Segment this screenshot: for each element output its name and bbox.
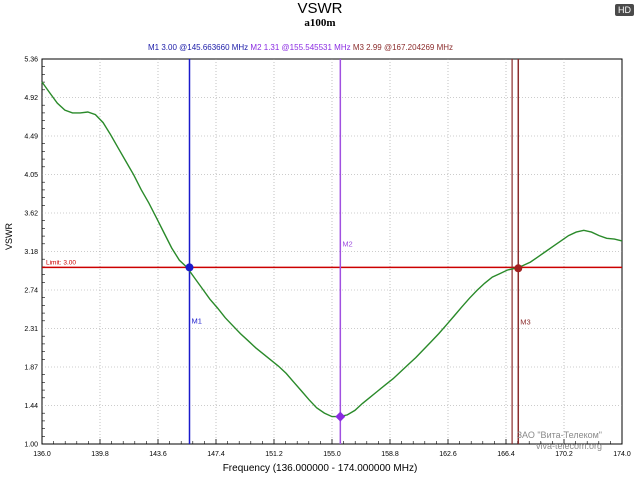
y-tick-label: 5.36 — [24, 57, 38, 64]
watermark: ЗАО "Вита-Телеком" viva-telecom.org — [508, 430, 602, 452]
x-tick-label: 143.6 — [149, 451, 167, 458]
x-axis-label: Frequency (136.000000 - 174.000000 MHz) — [222, 463, 418, 474]
marker-readout: M1 3.00 @145.663660 MHz M2 1.31 @155.545… — [148, 43, 453, 52]
marker-label-m2: M2 — [342, 240, 352, 249]
x-tick-label: 147.4 — [207, 451, 225, 458]
watermark-site: viva-telecom.org — [535, 441, 602, 451]
x-tick-label: 162.6 — [439, 451, 457, 458]
y-tick-label: 1.87 — [24, 365, 38, 372]
vswr-series-line — [41, 81, 623, 418]
y-tick-label: 4.49 — [24, 134, 38, 141]
x-tick-label: 170.2 — [555, 451, 573, 458]
marker-readout-m3: M3 2.99 @167.204269 MHz — [352, 43, 454, 52]
x-tick-label: 166.4 — [497, 451, 515, 458]
chart-title: VSWR — [297, 0, 343, 17]
marker-label-m1: M1 — [191, 316, 201, 325]
y-tick-label: 1.44 — [24, 403, 38, 410]
x-tick-label: 174.0 — [613, 451, 631, 458]
limit-label: Limit: 3.00 — [46, 259, 76, 266]
marker-point-m2 — [335, 411, 346, 422]
y-axis-label: VSWR — [4, 223, 14, 250]
marker-point-m1 — [185, 263, 194, 272]
x-tick-label: 136.0 — [33, 451, 51, 458]
marker-point-m3 — [514, 264, 523, 273]
marker-readout-m2: M2 1.31 @155.545531 MHz — [250, 43, 351, 52]
hd-badge[interactable]: HD — [615, 4, 634, 16]
marker-readout-m1: M1 3.00 @145.663660 MHz — [148, 43, 249, 52]
marker-label-m3: M3 — [520, 317, 530, 326]
y-tick-label: 3.18 — [24, 249, 38, 256]
y-tick-label: 2.74 — [24, 288, 38, 295]
x-tick-label: 139.8 — [91, 451, 109, 458]
y-tick-label: 2.31 — [24, 326, 38, 333]
watermark-company: ЗАО "Вита-Телеком" — [516, 430, 602, 440]
y-tick-label: 4.92 — [24, 95, 38, 102]
y-tick-label: 1.00 — [24, 442, 38, 449]
x-tick-label: 158.8 — [381, 451, 399, 458]
x-tick-label: 151.2 — [265, 451, 283, 458]
chart-subtitle: a100m — [304, 17, 336, 29]
x-tick-label: 155.0 — [323, 451, 341, 458]
y-tick-label: 3.62 — [24, 211, 38, 218]
y-tick-label: 4.05 — [24, 172, 38, 179]
